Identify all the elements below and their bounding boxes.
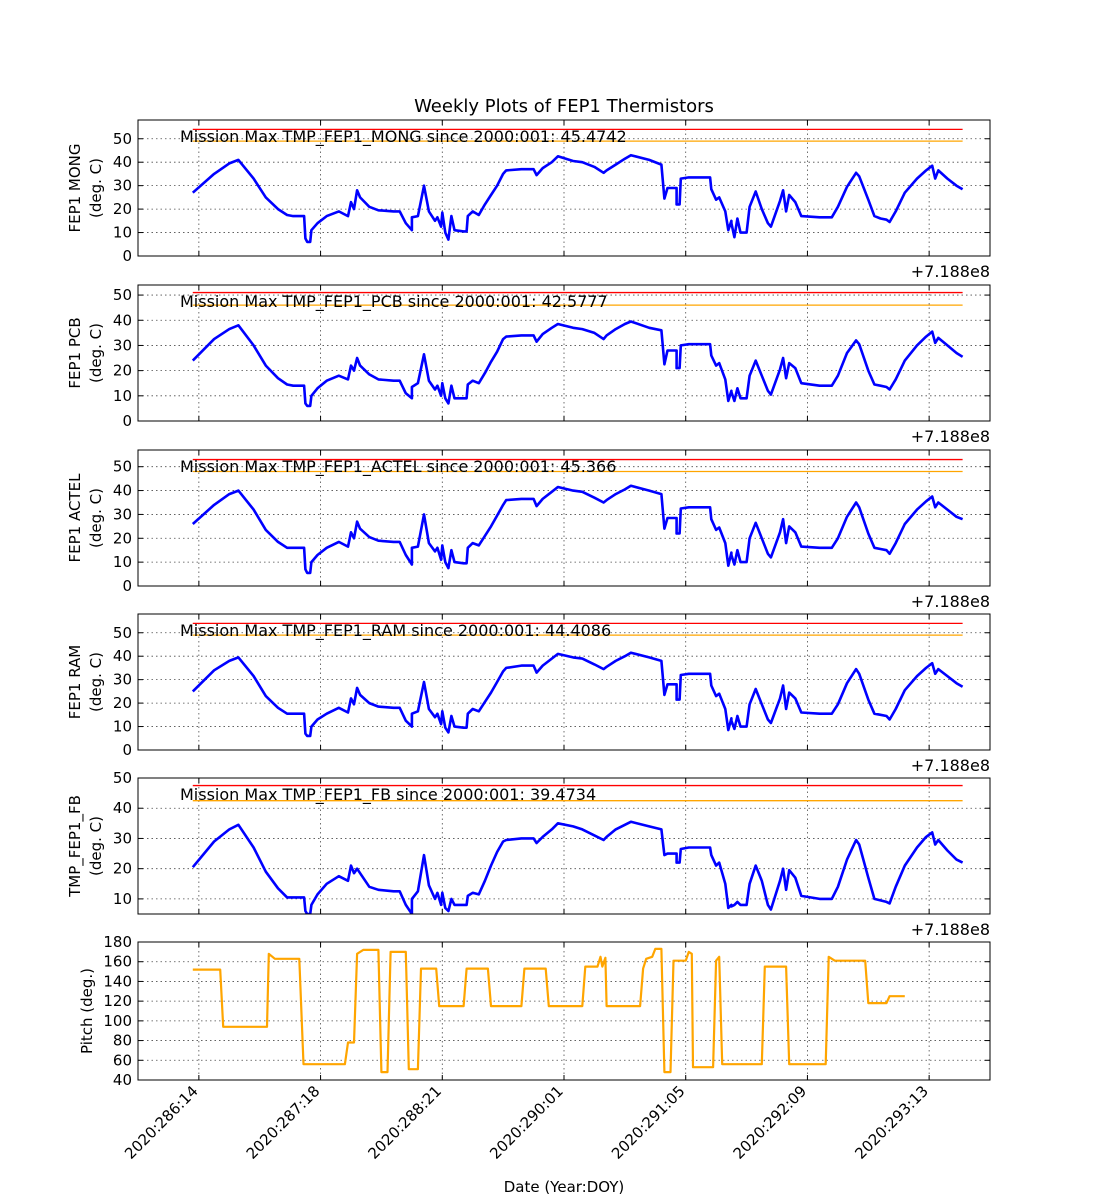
y-axis-label: FEP1 PCB <box>66 317 84 388</box>
y-axis-label: (deg. C) <box>87 323 105 383</box>
x-axis-label: Date (Year:DOY) <box>504 1178 625 1196</box>
panel-4: 0 10 20 30 40 50 Mission Max TMP_FEP1_RAM sinc… <box>66 613 991 775</box>
y-tick-label: 30 <box>113 505 132 523</box>
y-tick-label: 50 <box>113 458 132 476</box>
x-tick-label: 2020:290:01 <box>486 1082 567 1163</box>
x-offset-label: +7.188e8 <box>911 920 990 939</box>
temperature-series-line <box>191 820 964 914</box>
x-tick-label: 2020:287:18 <box>243 1082 324 1163</box>
x-tick-label: 2020:291:05 <box>608 1082 689 1163</box>
chart-title: Weekly Plots of FEP1 Thermistors <box>414 96 714 117</box>
y-tick-label: 30 <box>113 336 132 354</box>
x-tick-label: 2020:293:13 <box>851 1082 932 1163</box>
y-axis-label: Pitch (deg.) <box>78 968 96 1054</box>
y-tick-label: 30 <box>113 177 132 195</box>
y-tick-label: 0 <box>122 741 132 759</box>
y-tick-label: 40 <box>113 647 132 665</box>
panels-group: 0 10 20 30 40 50 Mission Max TMP_FEP1_MONG sin… <box>66 119 991 1089</box>
y-tick-label: 50 <box>113 624 132 642</box>
y-tick-label: 40 <box>113 482 132 500</box>
max-annotation: Mission Max TMP_FEP1_ACTEL since 2000:00… <box>180 457 616 477</box>
panel-3: 0 10 20 30 40 50 Mission Max TMP_FEP1_ACTEL si… <box>66 449 991 611</box>
y-tick-label: 20 <box>113 529 132 547</box>
y-tick-label: 140 <box>103 972 132 990</box>
x-offset-label: +7.188e8 <box>911 756 990 775</box>
y-tick-label: 40 <box>113 153 132 171</box>
y-axis-label: FEP1 MONG <box>66 143 84 232</box>
x-offset-label: +7.188e8 <box>911 262 990 281</box>
y-axis-label: TMP_FEP1_FB <box>66 795 85 898</box>
x-tick-labels: 2020:286:14 2020:287:18 2020:288:21 2020:29… <box>121 1082 932 1163</box>
max-annotation: Mission Max TMP_FEP1_PCB since 2000:001:… <box>180 292 608 312</box>
y-tick-label: 50 <box>113 286 132 304</box>
max-annotation: Mission Max TMP_FEP1_MONG since 2000:001… <box>180 127 627 147</box>
y-tick-label: 160 <box>103 953 132 971</box>
y-tick-label: 10 <box>113 718 132 736</box>
y-tick-label: 0 <box>122 412 132 430</box>
y-tick-label: 0 <box>122 577 132 595</box>
y-tick-label: 20 <box>113 200 132 218</box>
temperature-series-line <box>191 651 964 738</box>
panel-5: 10 20 30 40 50 Mission Max TMP_FEP1_FB since … <box>66 769 991 939</box>
x-tick-label: 2020:288:21 <box>365 1082 446 1163</box>
temperature-series-line <box>191 484 964 575</box>
y-tick-label: 40 <box>113 799 132 817</box>
max-annotation: Mission Max TMP_FEP1_RAM since 2000:001:… <box>180 621 611 641</box>
panel-2: 0 10 20 30 40 50 Mission Max TMP_FEP1_PCB sinc… <box>66 284 991 446</box>
y-tick-label: 120 <box>103 992 132 1010</box>
y-tick-label: 100 <box>103 1012 132 1030</box>
y-tick-label: 30 <box>113 671 132 689</box>
y-tick-label: 80 <box>113 1032 132 1050</box>
y-tick-label: 10 <box>113 553 132 571</box>
max-annotation: Mission Max TMP_FEP1_FB since 2000:001: … <box>180 785 596 805</box>
y-axis-label: (deg. C) <box>87 816 105 876</box>
y-tick-label: 10 <box>113 890 132 908</box>
y-axis-label: (deg. C) <box>87 158 105 218</box>
x-offset-label: +7.188e8 <box>911 427 990 446</box>
y-tick-label: 180 <box>103 933 132 951</box>
y-axis-label: (deg. C) <box>87 652 105 712</box>
temperature-series-line <box>191 320 964 408</box>
x-tick-label: 2020:286:14 <box>121 1082 202 1163</box>
y-axis-label: FEP1 ACTEL <box>66 473 84 563</box>
y-tick-label: 20 <box>113 694 132 712</box>
y-tick-label: 50 <box>113 130 132 148</box>
panel-1: 0 10 20 30 40 50 Mission Max TMP_FEP1_MONG sin… <box>66 119 991 281</box>
temperature-series-line <box>191 153 964 244</box>
y-tick-label: 40 <box>113 311 132 329</box>
y-tick-label: 10 <box>113 387 132 405</box>
y-tick-label: 20 <box>113 362 132 380</box>
y-tick-label: 60 <box>113 1051 132 1069</box>
y-tick-label: 0 <box>122 247 132 265</box>
y-tick-label: 50 <box>113 769 132 787</box>
y-axis-label: (deg. C) <box>87 488 105 548</box>
y-axis-label: FEP1 RAM <box>66 645 84 719</box>
y-tick-label: 30 <box>113 829 132 847</box>
x-offset-label: +7.188e8 <box>911 592 990 611</box>
y-tick-label: 10 <box>113 224 132 242</box>
x-tick-label: 2020:292:09 <box>730 1082 811 1163</box>
pitch-series-line <box>192 947 905 1074</box>
y-tick-label: 20 <box>113 860 132 878</box>
y-tick-label: 40 <box>113 1071 132 1089</box>
